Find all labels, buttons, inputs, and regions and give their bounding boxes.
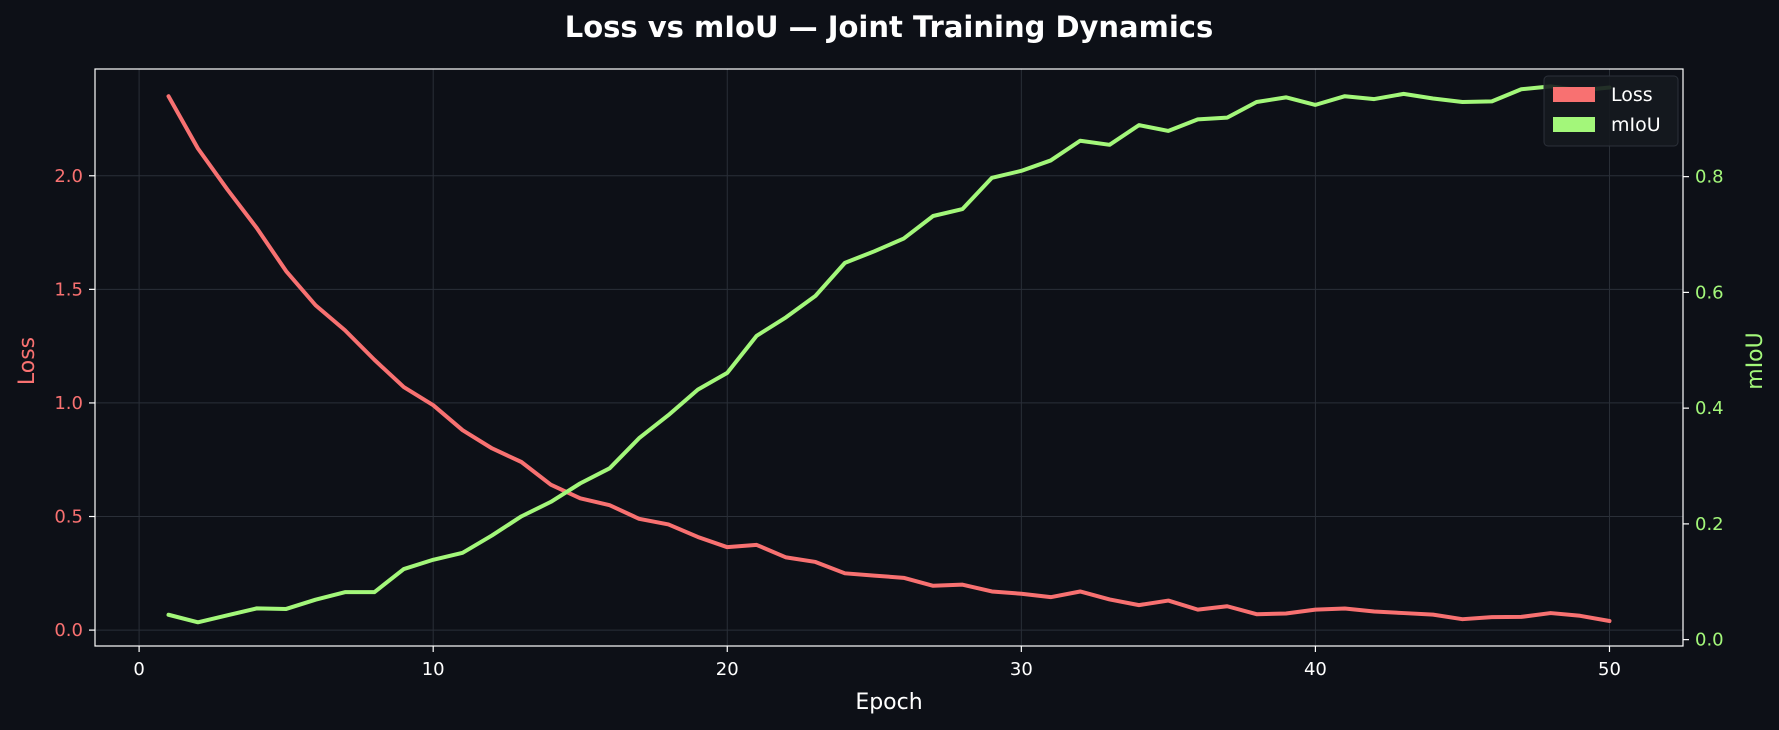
legend-swatch-loss	[1553, 87, 1595, 102]
plot-frame	[94, 68, 1684, 647]
x-tick-label: 40	[1304, 659, 1327, 680]
x-tick-label: 20	[716, 659, 739, 680]
x-axis-title: Epoch	[855, 690, 922, 715]
axes-layer: 0 10 20 30 40 50 0.0 0.5 1.0 1.5 2.0 0.0 0.2 0.4 0.6 0.…	[54, 68, 1724, 680]
legend-label-miou: mIoU	[1611, 114, 1661, 136]
x-tick-label: 0	[133, 659, 144, 680]
x-tick-label: 10	[422, 659, 445, 680]
x-tick-label: 30	[1010, 659, 1033, 680]
y-axis-left-title: Loss	[15, 337, 40, 385]
y-right-tick-label: 0.6	[1695, 282, 1724, 303]
y-left-tick-label: 1.0	[54, 393, 83, 414]
y-right-tick-label: 0.4	[1695, 398, 1724, 419]
series-line-loss	[166, 94, 1612, 624]
chart-title: Loss vs mIoU — Joint Training Dynamics	[565, 10, 1214, 44]
y-right-tick-label: 0.8	[1695, 167, 1724, 188]
y-left-tick-label: 0.5	[54, 507, 83, 528]
legend-swatch-miou	[1553, 117, 1595, 132]
y-right-tick-label: 0.0	[1695, 630, 1724, 651]
grid-layer	[95, 69, 1683, 646]
y-left-tick-label: 2.0	[54, 166, 83, 187]
legend-label-loss: Loss	[1611, 84, 1653, 106]
series-line-miou	[166, 84, 1612, 625]
x-tick-label: 50	[1598, 659, 1621, 680]
series-layer	[166, 84, 1612, 625]
y-left-tick-label: 0.0	[54, 620, 83, 641]
legend: Loss mIoU	[1543, 75, 1679, 147]
y-right-tick-label: 0.2	[1695, 514, 1724, 535]
y-left-tick-label: 1.5	[54, 279, 83, 300]
y-axis-right-title: mIoU	[1743, 332, 1768, 389]
